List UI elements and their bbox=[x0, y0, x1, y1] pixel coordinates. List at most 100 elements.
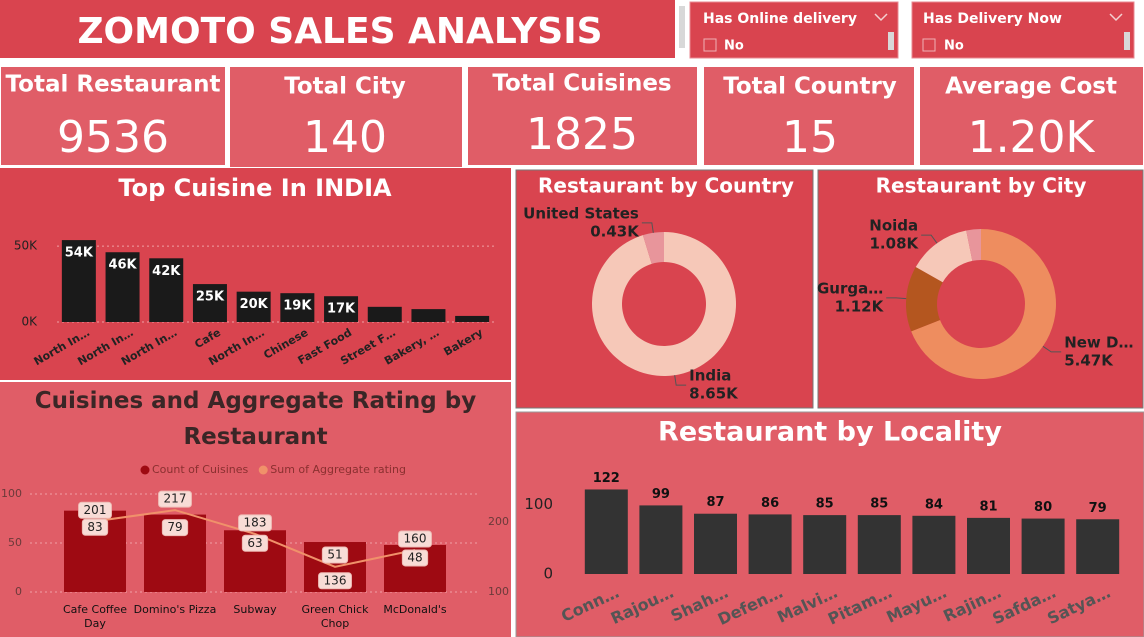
bar bbox=[192, 284, 227, 322]
category-label: New D… bbox=[1064, 333, 1133, 351]
dropdown-chevron[interactable] bbox=[1109, 13, 1123, 22]
label-box bbox=[401, 549, 429, 567]
data-label: 1.08K bbox=[870, 235, 920, 253]
data-label: 19K bbox=[283, 299, 312, 314]
bar bbox=[967, 517, 1010, 574]
data-label: 136 bbox=[324, 573, 347, 587]
kpi-label: Total Country bbox=[723, 74, 897, 100]
bar bbox=[324, 296, 359, 322]
data-label: 86 bbox=[761, 496, 779, 511]
bar bbox=[61, 240, 96, 322]
data-label: 5.47K bbox=[1064, 351, 1114, 369]
leader-line bbox=[886, 297, 907, 300]
kpi-value: 9536 bbox=[57, 112, 169, 163]
label-box bbox=[318, 572, 352, 590]
y-tick-label: 50K bbox=[14, 239, 38, 253]
data-label: 8.65K bbox=[689, 385, 739, 403]
kpi-card bbox=[228, 65, 464, 169]
data-label: 81 bbox=[979, 499, 997, 514]
y-tick-label: 0 bbox=[543, 565, 553, 583]
bar bbox=[1076, 519, 1120, 574]
bar bbox=[639, 505, 683, 574]
kpi-row: Total Restaurant 9536 Total City 140 Tot… bbox=[0, 65, 1144, 169]
chart-title: Restaurant by Locality bbox=[658, 417, 1002, 448]
data-label: 80 bbox=[1034, 500, 1052, 515]
data-label: 42K bbox=[152, 264, 181, 279]
checkbox[interactable] bbox=[922, 38, 936, 52]
dashboard-title: ZOMOTO SALES ANALYSIS bbox=[77, 11, 602, 52]
data-label: 160 bbox=[404, 532, 427, 546]
kpi-card bbox=[702, 65, 916, 167]
y-tick-label: 0K bbox=[21, 315, 38, 329]
data-label: 87 bbox=[706, 495, 724, 510]
data-label: 84 bbox=[925, 497, 943, 512]
bar bbox=[803, 515, 847, 574]
data-label: 217 bbox=[164, 492, 187, 506]
line bbox=[94, 509, 416, 568]
slicer-box bbox=[689, 1, 899, 59]
data-label: 25K bbox=[196, 290, 225, 305]
donut-slice bbox=[906, 267, 943, 332]
kpi-card bbox=[918, 65, 1144, 167]
donut-slice bbox=[915, 230, 973, 283]
data-label: 99 bbox=[652, 487, 670, 502]
label-box bbox=[238, 514, 272, 532]
bar bbox=[912, 515, 956, 574]
label-box bbox=[78, 501, 112, 519]
kpi-value: 140 bbox=[303, 112, 387, 163]
data-label: 85 bbox=[816, 497, 834, 512]
checkbox[interactable] bbox=[703, 38, 717, 52]
slicer-option[interactable]: No bbox=[944, 39, 964, 54]
slicer[interactable]: Has Online delivery No bbox=[689, 1, 899, 59]
bar bbox=[280, 293, 315, 322]
donut-slice bbox=[642, 232, 664, 264]
data-label: 46K bbox=[108, 258, 137, 273]
donut-slice bbox=[591, 232, 736, 377]
label-box bbox=[158, 490, 192, 508]
data-label: 1.12K bbox=[835, 297, 885, 315]
bar bbox=[1021, 518, 1065, 574]
y-tick-label: 50 bbox=[8, 536, 22, 549]
data-label: 201 bbox=[84, 503, 107, 517]
bar bbox=[455, 315, 490, 322]
leader-line bbox=[674, 375, 687, 386]
slicer-option[interactable]: No bbox=[724, 39, 744, 54]
legend-marker bbox=[140, 465, 150, 475]
bar bbox=[105, 252, 140, 322]
kpi-label: Total Restaurant bbox=[6, 72, 221, 98]
data-label: 85 bbox=[870, 497, 888, 512]
category-label: India bbox=[689, 367, 731, 385]
leader-line bbox=[921, 234, 938, 244]
panel bbox=[0, 382, 511, 637]
category-label: United States bbox=[523, 204, 639, 222]
scrollbar bbox=[1124, 32, 1130, 50]
kpi-label: Average Cost bbox=[945, 74, 1117, 100]
bar bbox=[236, 291, 271, 322]
scrollbar bbox=[888, 32, 894, 50]
donut-slice bbox=[911, 229, 1057, 379]
kpi-label: Total Cuisines bbox=[492, 71, 671, 97]
bar bbox=[748, 514, 792, 574]
bar bbox=[149, 258, 184, 322]
data-label: 51 bbox=[327, 548, 342, 562]
legend-marker bbox=[258, 465, 268, 475]
kpi-value: 15 bbox=[782, 112, 838, 163]
y-tick-label: 0 bbox=[15, 585, 22, 598]
bar bbox=[367, 306, 402, 322]
kpi-label: Total City bbox=[284, 74, 406, 100]
data-label: 48 bbox=[407, 550, 422, 564]
chart-title: Top Cuisine In INDIA bbox=[118, 174, 392, 202]
y-tick-label: 100 bbox=[524, 495, 553, 513]
kpi-card bbox=[0, 65, 227, 167]
category-label: Gurga… bbox=[817, 279, 883, 297]
label-box bbox=[241, 534, 269, 552]
slicer[interactable]: Has Delivery Now No bbox=[911, 1, 1135, 59]
dropdown-chevron[interactable] bbox=[874, 13, 888, 22]
kpi-card bbox=[466, 65, 699, 167]
donut-slice bbox=[966, 229, 981, 261]
slicer-title: Has Delivery Now bbox=[923, 11, 1062, 27]
label-box bbox=[161, 519, 189, 537]
chart-title: Restaurant by City bbox=[876, 174, 1087, 198]
data-label: 79 bbox=[167, 520, 182, 534]
